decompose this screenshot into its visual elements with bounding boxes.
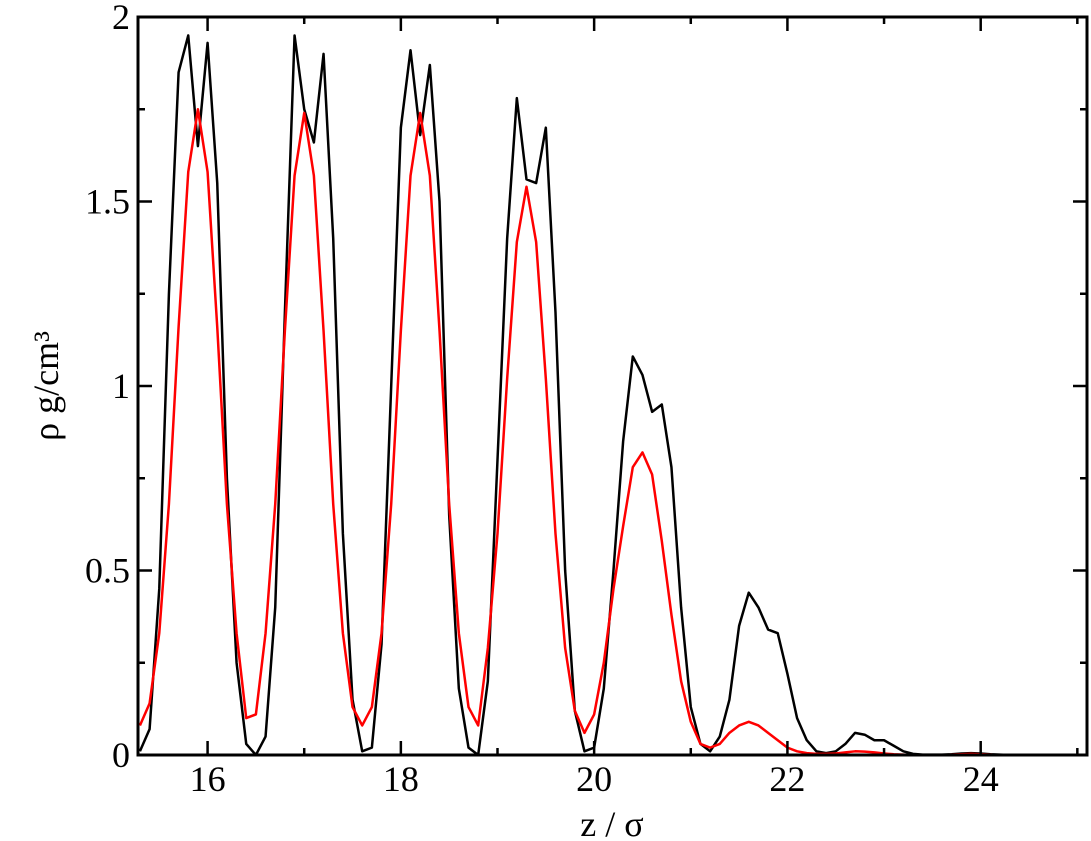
data-line [138, 108, 1010, 755]
y-axis-label: ρ g/cm³ [26, 331, 66, 441]
y-tick-label: 0.5 [85, 551, 130, 591]
x-axis-label: z / σ [580, 804, 643, 841]
y-tick-label: 0 [112, 735, 130, 775]
y-tick-label: 2 [112, 0, 130, 37]
x-tick-label: 20 [576, 759, 612, 799]
x-tick-label: 22 [769, 759, 805, 799]
x-tick-label: 24 [963, 759, 999, 799]
y-tick-label: 1.5 [85, 182, 130, 222]
plot-frame [136, 15, 1089, 757]
y-tick-label: 1 [112, 366, 130, 406]
data-line [138, 34, 1010, 755]
x-tick-label: 16 [190, 759, 226, 799]
x-tick-label: 18 [383, 759, 419, 799]
